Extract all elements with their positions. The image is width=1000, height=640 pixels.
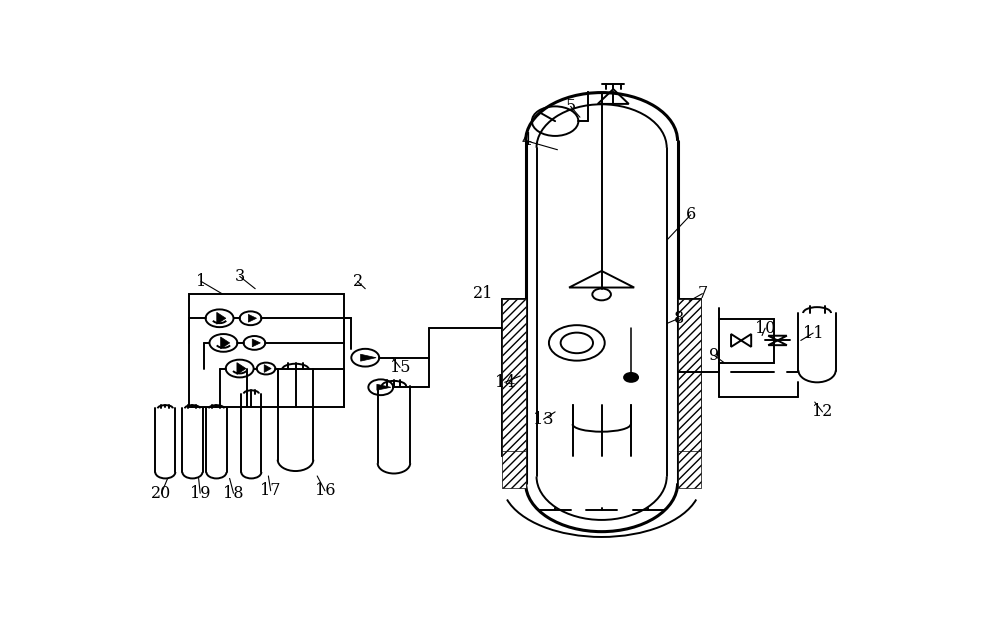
Text: 18: 18 <box>223 484 244 502</box>
Text: 13: 13 <box>533 411 554 428</box>
Circle shape <box>624 373 638 382</box>
Text: 16: 16 <box>315 483 335 499</box>
Text: 21: 21 <box>473 285 493 302</box>
Polygon shape <box>252 339 260 347</box>
Text: 17: 17 <box>260 483 281 499</box>
Text: 3: 3 <box>235 268 245 285</box>
Text: 10: 10 <box>755 319 775 337</box>
Text: 1: 1 <box>196 273 206 290</box>
Polygon shape <box>237 363 246 374</box>
Polygon shape <box>221 337 230 349</box>
Text: 2: 2 <box>352 273 363 290</box>
Text: 9: 9 <box>709 347 719 364</box>
Text: 19: 19 <box>190 484 210 502</box>
Text: 14: 14 <box>495 374 515 391</box>
Polygon shape <box>377 384 391 390</box>
Text: 7: 7 <box>697 285 708 302</box>
Bar <box>502 451 526 488</box>
Polygon shape <box>248 314 257 322</box>
Polygon shape <box>217 312 226 324</box>
Text: 20: 20 <box>151 484 172 502</box>
Text: 11: 11 <box>803 324 823 342</box>
Text: 15: 15 <box>390 359 410 376</box>
Text: 8: 8 <box>674 310 684 327</box>
Text: 5: 5 <box>566 98 576 115</box>
Bar <box>719 319 774 363</box>
Bar <box>189 294 344 407</box>
Polygon shape <box>264 365 271 372</box>
Polygon shape <box>361 355 376 361</box>
Text: 6: 6 <box>686 206 696 223</box>
Bar <box>502 298 526 456</box>
Bar <box>678 298 701 456</box>
Text: 12: 12 <box>812 403 833 420</box>
Text: 4: 4 <box>521 132 532 149</box>
Bar <box>678 451 701 488</box>
